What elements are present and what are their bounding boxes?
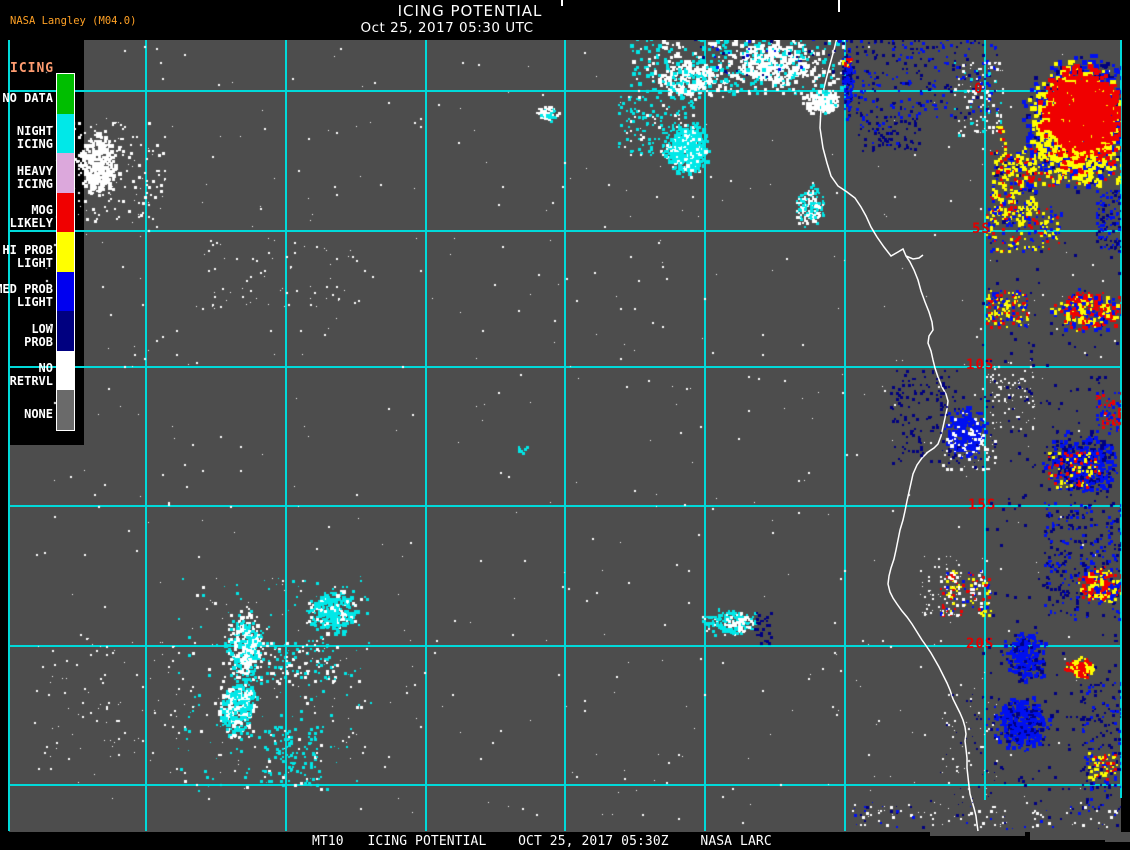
legend-swatch-none — [57, 390, 74, 430]
legend-entry-label: NO DATA — [2, 91, 53, 106]
legend-swatch-night-icing — [57, 113, 74, 153]
legend-swatch-no-data — [57, 74, 74, 114]
legend-entry-label: NIGHT ICING — [16, 124, 53, 152]
product-version-label: NASA Langley (M04.0) — [10, 15, 137, 27]
legend-entry-label: MED PROB LIGHT — [0, 282, 53, 310]
legend-colorbar-frame — [56, 73, 75, 431]
legend-entry-label: NONE — [24, 407, 53, 422]
page-title: ICING POTENTIAL — [397, 2, 543, 20]
map-bottom-edge — [1030, 832, 1130, 840]
legend-swatch-heavy-icing — [57, 153, 74, 193]
legend-entry-label: MOG LIKELY — [9, 203, 53, 231]
top-edge-tick — [561, 0, 563, 6]
footer-caption: MT10 ICING POTENTIAL OCT 25, 2017 05:30Z… — [312, 834, 772, 849]
legend-title: ICING — [10, 61, 55, 76]
legend-swatch-low-prob — [57, 311, 74, 351]
map-bottom-edge — [1105, 832, 1130, 842]
legend-entry-label: NO RETRVL — [9, 361, 53, 389]
footer-bar — [0, 832, 1130, 850]
legend-entry-label: LOW PROB — [24, 321, 53, 349]
top-edge-tick — [838, 0, 840, 12]
legend-swatch-med-prob-light — [57, 271, 74, 311]
map-bottom-edge — [930, 832, 1025, 836]
legend-entry-label: HI PROB LIGHT — [2, 242, 53, 270]
legend-entry-label: HEAVY ICING — [16, 163, 53, 191]
datetime-label: Oct 25, 2017 05:30 UTC — [360, 20, 534, 36]
legend-swatch-mog-likely — [57, 192, 74, 232]
legend-swatch-hi-prob-light — [57, 232, 74, 272]
legend-swatch-no-retrvl — [57, 350, 74, 390]
